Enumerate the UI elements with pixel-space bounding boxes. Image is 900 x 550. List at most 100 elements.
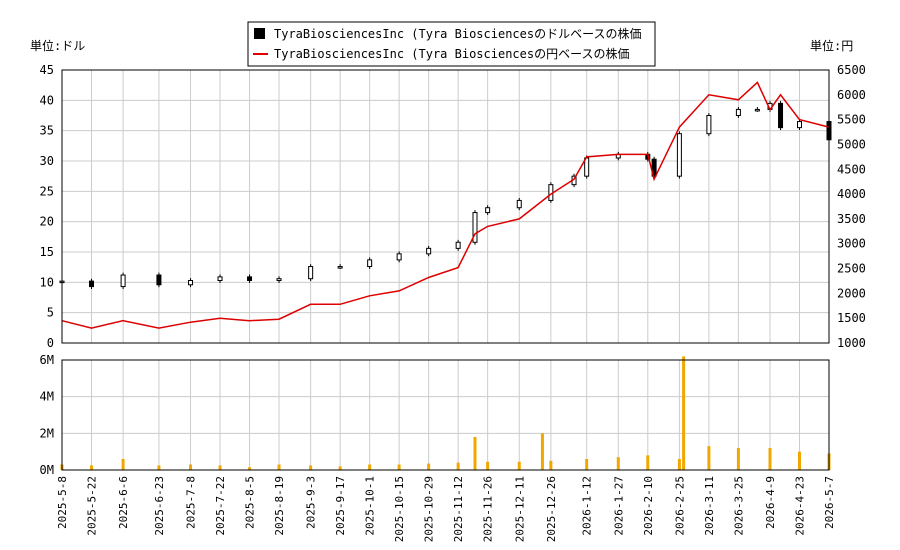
- left-axis-unit: 単位:ドル: [30, 38, 85, 53]
- volume-bar: [616, 457, 620, 470]
- volume-bar: [397, 464, 401, 470]
- x-tick-label: 2025-10-29: [423, 476, 436, 542]
- candle-body: [188, 280, 194, 286]
- x-tick-label: 2025-8-19: [273, 476, 286, 536]
- x-tick-label: 2025-9-17: [334, 476, 347, 536]
- yen-price-line: [61, 81, 830, 329]
- volume-bar: [646, 455, 650, 470]
- x-tick-label: 2026-1-12: [581, 476, 594, 536]
- candle-body: [754, 108, 760, 112]
- x-tick-label: 2026-3-11: [703, 476, 716, 536]
- x-tick-label: 2026-2-25: [673, 476, 686, 536]
- price-y-tick-label: 10: [40, 275, 54, 289]
- x-tick-label: 2025-6-6: [117, 476, 130, 529]
- volume-bar: [540, 433, 544, 470]
- yen-y-tick-label: 5000: [837, 137, 866, 151]
- candle-body: [367, 259, 373, 268]
- volume-y-tick-label: 2M: [40, 426, 54, 440]
- candle-body: [156, 274, 162, 286]
- candle-body: [651, 158, 657, 177]
- price-y-tick-label: 35: [40, 124, 54, 138]
- candle-body: [276, 278, 282, 282]
- yen-y-tick-label: 3500: [837, 212, 866, 226]
- candle-body: [676, 133, 682, 177]
- price-y-tick-label: 5: [47, 306, 54, 320]
- volume-bar: [798, 451, 801, 470]
- volume-bar: [427, 463, 431, 470]
- yen-y-tick-label: 4500: [837, 162, 866, 176]
- yen-y-tick-label: 5500: [837, 113, 866, 127]
- volume-bar: [368, 464, 372, 470]
- x-tick-label: 2025-8-5: [244, 476, 257, 529]
- yen-y-tick-label: 6000: [837, 88, 866, 102]
- volume-bar: [121, 459, 125, 470]
- candle-body: [396, 253, 402, 261]
- price-grid: [61, 69, 830, 344]
- x-tick-label: 2026-3-25: [732, 476, 745, 536]
- price-y-axis: 0 5 10 15 20 25 30 35 40 45: [40, 63, 54, 350]
- candle-body: [472, 212, 478, 243]
- right-axis-unit: 単位:円: [810, 38, 853, 53]
- volume-grid: [61, 359, 830, 471]
- volume-y-tick-label: 0M: [40, 463, 54, 477]
- price-y-tick-label: 0: [47, 336, 54, 350]
- price-y-tick-label: 25: [40, 184, 54, 198]
- volume-bar: [736, 448, 740, 470]
- x-tick-label: 2026-4-9: [764, 476, 777, 529]
- price-y-tick-label: 20: [40, 215, 54, 229]
- x-tick-label: 2025-10-1: [364, 476, 377, 536]
- legend-usd-label: TyraBiosciencesInc (Tyra Biosciencesのドルベ…: [274, 26, 642, 41]
- x-tick-label: 2025-9-3: [305, 476, 318, 529]
- volume-y-tick-label: 6M: [40, 353, 54, 367]
- volume-bar: [473, 437, 477, 470]
- yen-y-tick-label: 3000: [837, 237, 866, 251]
- yen-y-tick-label: 2500: [837, 262, 866, 276]
- candle-body: [337, 266, 343, 269]
- candle-body: [120, 274, 126, 288]
- x-tick-label: 2025-7-22: [214, 476, 227, 536]
- volume-bar: [277, 464, 281, 470]
- legend-usd-swatch: [254, 28, 265, 39]
- volume-bar: [248, 467, 252, 470]
- volume-y-axis: 0M 2M 4M 6M: [40, 353, 54, 477]
- volume-bar: [338, 466, 342, 470]
- volume-bar: [707, 446, 711, 470]
- yen-y-tick-label: 4000: [837, 187, 866, 201]
- price-y-tick-label: 45: [40, 63, 54, 77]
- legend: TyraBiosciencesInc (Tyra Biosciencesのドルベ…: [247, 21, 656, 67]
- x-tick-label: 2026-2-10: [642, 476, 655, 536]
- x-tick-label: 2026-4-23: [794, 476, 807, 536]
- volume-bar: [585, 459, 589, 470]
- x-tick-label: 2025-7-8: [185, 476, 198, 529]
- x-tick-label: 2025-5-8: [56, 476, 69, 529]
- x-tick-label: 2025-10-15: [393, 476, 406, 542]
- candle-body: [735, 108, 741, 117]
- volume-bar: [218, 465, 222, 470]
- volume-y-tick-label: 4M: [40, 390, 54, 404]
- volume-bar: [549, 460, 553, 470]
- legend-jpy-label: TyraBiosciencesInc (Tyra Biosciencesの円ベー…: [274, 46, 630, 61]
- date-x-axis: 2025-5-8 2025-5-22 2025-6-6 2025-6-23 2025-7…: [56, 476, 836, 542]
- x-tick-label: 2026-1-27: [612, 476, 625, 536]
- candle-body: [217, 276, 223, 282]
- volume-bars: [60, 356, 831, 470]
- yen-y-tick-label: 2000: [837, 286, 866, 300]
- x-tick-label: 2026-5-7: [823, 476, 836, 529]
- x-tick-label: 2025-11-12: [452, 476, 465, 542]
- candle-body: [485, 207, 491, 214]
- candle-body: [426, 247, 432, 255]
- price-y-tick-label: 15: [40, 245, 54, 259]
- x-tick-label: 2025-12-11: [513, 476, 526, 542]
- candle-body: [797, 121, 802, 129]
- volume-bar: [157, 465, 161, 470]
- price-y-tick-label: 30: [40, 154, 54, 168]
- yen-y-axis: 1000 1500 2000 2500 3000 3500 4000 4500 5000 5500…: [837, 63, 866, 350]
- candlestick-series: [59, 100, 832, 290]
- x-tick-label: 2025-12-26: [545, 476, 558, 542]
- volume-plot-frame: [61, 359, 830, 471]
- volume-bar: [677, 459, 681, 470]
- x-tick-label: 2025-5-22: [86, 476, 99, 536]
- volume-bar: [189, 464, 193, 470]
- yen-y-tick-label: 1500: [837, 311, 866, 325]
